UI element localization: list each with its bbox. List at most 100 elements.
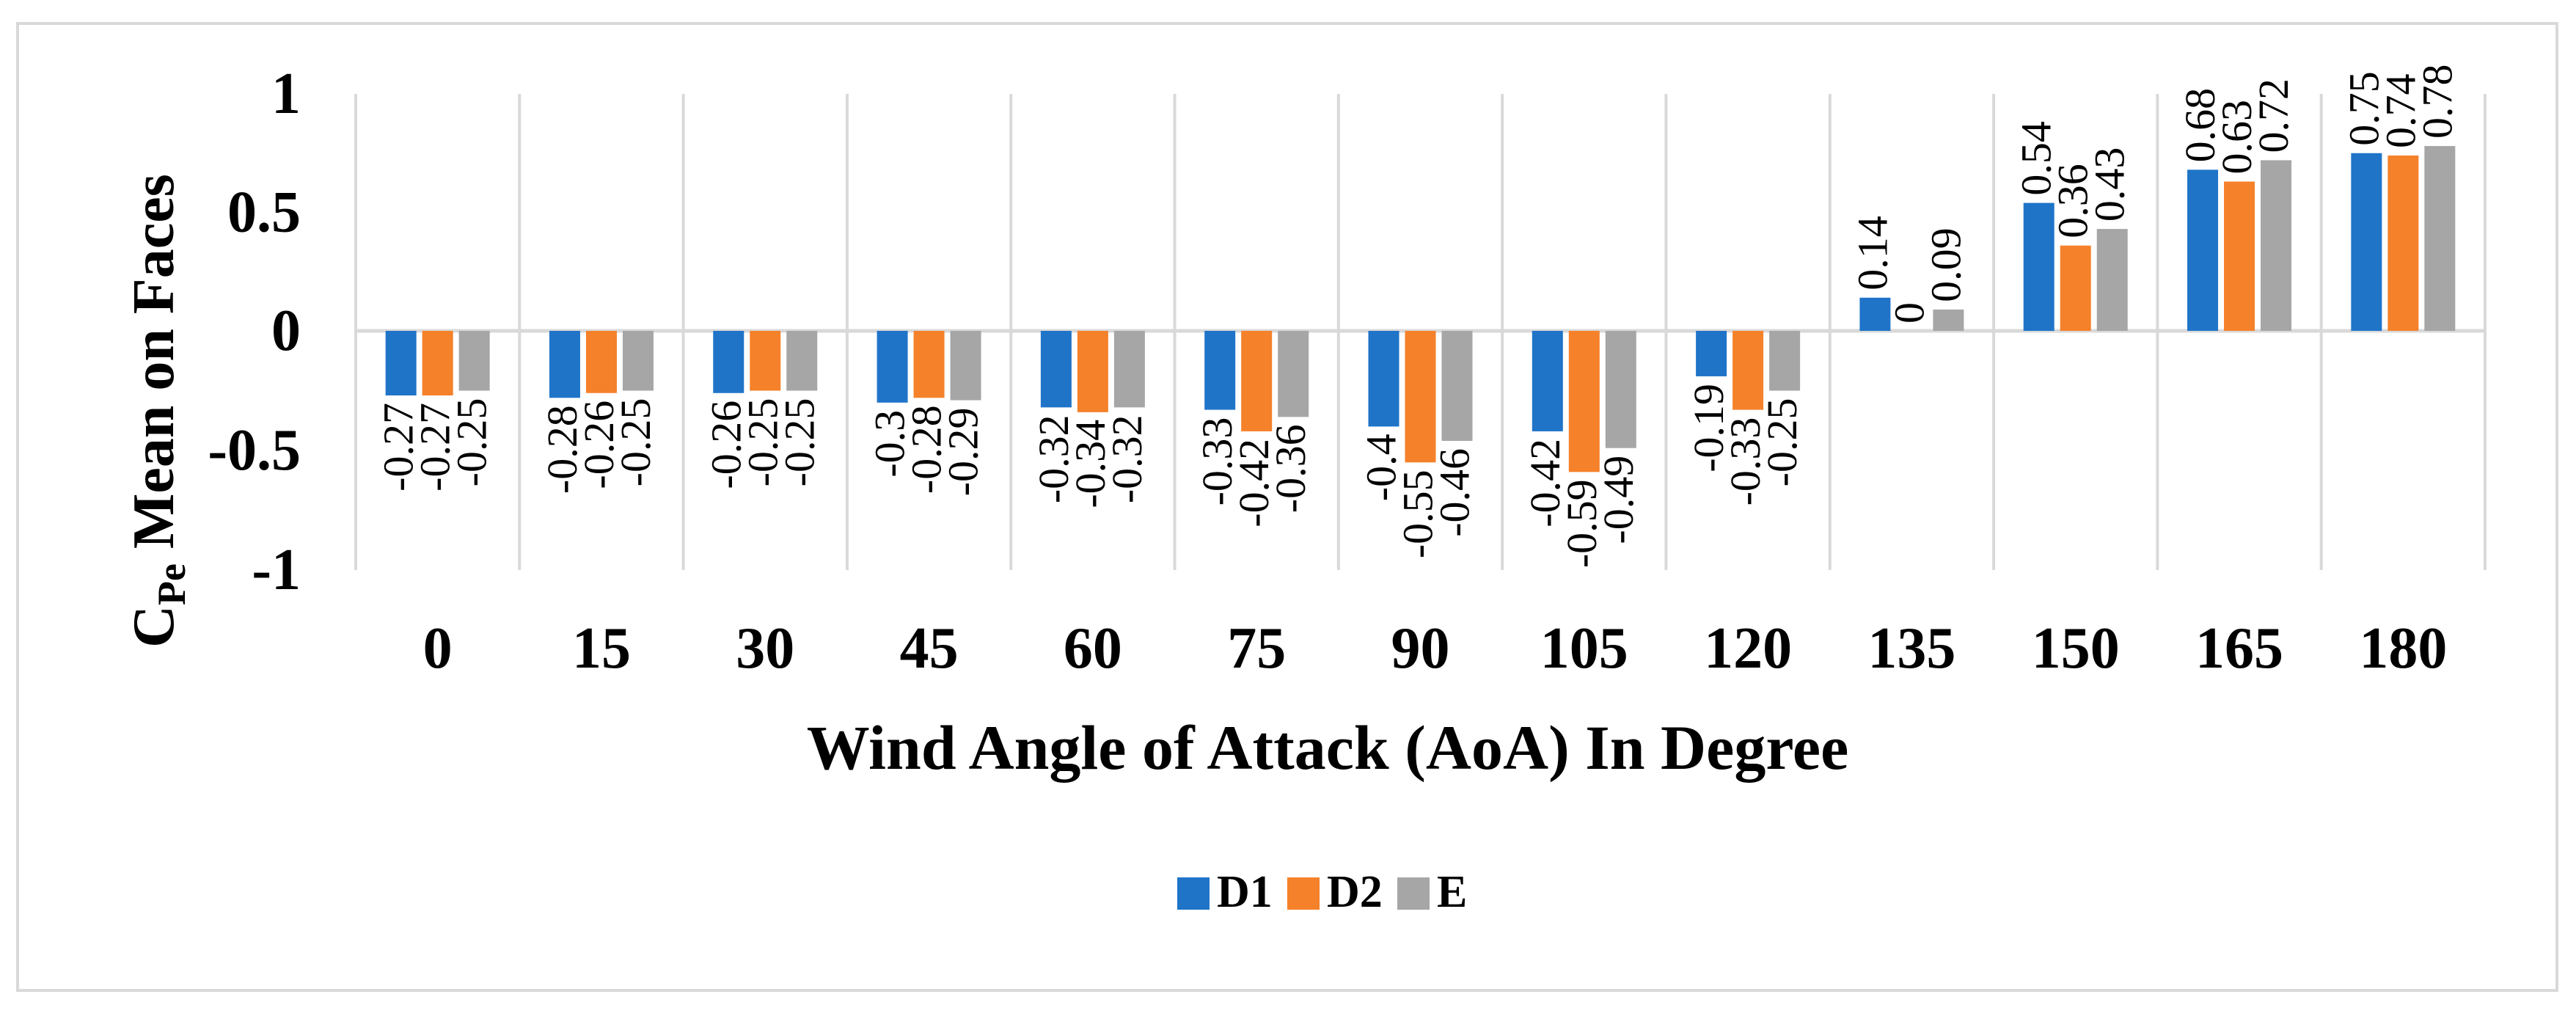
bars	[385, 146, 2456, 472]
data-label-d1-75: -0.33	[1193, 417, 1241, 506]
x-tick-label: 75	[1227, 616, 1286, 681]
data-label-d1-150: 0.54	[2013, 121, 2060, 196]
x-axis-title: Wind Angle of Attack (AoA) In Degree	[807, 712, 1849, 783]
data-label-d2-15: -0.26	[575, 401, 623, 489]
bar-e-60	[1113, 331, 1145, 408]
data-label-d2-120: -0.33	[1721, 417, 1769, 506]
x-axis-ticks: 0 15 30 45 60 75 90 105 120 135 150 165 180	[423, 616, 2448, 681]
chart-frame	[16, 22, 2558, 992]
bar-e-45	[950, 331, 981, 401]
bar-d2-45	[913, 331, 945, 398]
x-tick-label: 90	[1391, 616, 1450, 681]
bar-d1-135	[1859, 297, 1891, 331]
bar-d1-105	[1532, 331, 1563, 431]
bar-d1-45	[877, 331, 908, 403]
data-label-e-45: -0.29	[940, 408, 987, 497]
data-label-d2-45: -0.28	[903, 405, 951, 494]
bar-d1-60	[1040, 331, 1072, 408]
legend-label-e: E	[1437, 867, 1467, 917]
bar-d1-0	[385, 331, 417, 396]
data-label-d1-0: -0.27	[375, 403, 422, 492]
bar-d2-180	[2387, 155, 2419, 331]
data-labels: -0.27-0.27-0.25 -0.28-0.26-0.25 -0.26-0.25…	[375, 65, 2462, 569]
data-label-e-75: -0.36	[1267, 424, 1314, 513]
y-axis-ticks: 1 0.5 0 -0.5 -1	[208, 62, 301, 602]
x-tick-label: 120	[1704, 616, 1792, 681]
legend-swatch-d2	[1287, 877, 1320, 910]
y-axis-title-main: C	[122, 605, 186, 648]
bar-e-180	[2424, 146, 2456, 331]
data-label-d1-180: 0.75	[2340, 71, 2387, 146]
data-label-d1-30: -0.26	[702, 401, 750, 489]
y-axis-title: CPe Mean on Faces	[122, 174, 194, 648]
bar-d1-150	[2023, 202, 2054, 331]
x-tick-label: 180	[2359, 616, 2447, 681]
data-label-e-30: -0.25	[775, 398, 823, 487]
y-tick-label: -0.5	[208, 418, 301, 483]
data-label-d2-30: -0.25	[739, 398, 786, 487]
bar-d2-30	[750, 331, 781, 391]
data-label-d1-90: -0.4	[1358, 434, 1405, 501]
bar-d2-105	[1568, 331, 1600, 472]
x-tick-label: 30	[736, 616, 794, 681]
bar-d1-30	[713, 331, 744, 393]
x-tick-label: 150	[2032, 616, 2120, 681]
legend-swatch-d1	[1177, 877, 1210, 910]
data-label-d2-150: 0.36	[2049, 164, 2097, 238]
data-label-d2-135: 0	[1885, 302, 1933, 324]
data-label-d1-120: -0.19	[1685, 384, 1732, 472]
data-label-d2-60: -0.34	[1066, 420, 1114, 508]
bar-d2-90	[1405, 331, 1436, 463]
bar-d1-120	[1696, 331, 1727, 376]
data-label-d1-15: -0.28	[538, 405, 586, 494]
bar-d1-180	[2351, 153, 2382, 331]
x-tick-label: 135	[1867, 616, 1955, 681]
data-label-e-0: -0.25	[448, 398, 496, 487]
bar-d1-75	[1204, 331, 1236, 410]
data-label-e-150: 0.43	[2086, 147, 2134, 222]
data-label-e-15: -0.25	[612, 398, 659, 487]
bar-e-135	[1933, 309, 1964, 331]
data-label-d1-60: -0.32	[1030, 414, 1077, 503]
gridlines	[354, 94, 2487, 570]
data-label-e-120: -0.25	[1758, 398, 1806, 487]
legend-label-d1: D1	[1217, 867, 1273, 917]
y-axis-title-rest: Mean on Faces	[122, 174, 186, 563]
bar-e-90	[1441, 331, 1473, 441]
data-label-d2-90: -0.55	[1394, 470, 1442, 558]
y-tick-label: -1	[252, 538, 301, 602]
bar-e-30	[786, 331, 818, 391]
y-tick-label: 0.5	[227, 180, 301, 245]
data-label-e-165: 0.72	[2250, 78, 2297, 153]
bar-e-15	[622, 331, 654, 391]
bar-d2-15	[585, 331, 617, 393]
y-tick-label: 0	[271, 299, 301, 363]
data-label-e-105: -0.49	[1595, 456, 1642, 544]
x-tick-label: 60	[1064, 616, 1122, 681]
x-tick-label: 105	[1540, 616, 1628, 681]
x-tick-label: 165	[2195, 616, 2283, 681]
data-label-d1-45: -0.3	[866, 410, 914, 478]
x-tick-label: 0	[423, 616, 453, 681]
bar-d1-15	[549, 331, 580, 398]
bar-d2-150	[2060, 245, 2091, 331]
data-label-d2-105: -0.59	[1558, 479, 1606, 568]
y-tick-label: 1	[271, 62, 301, 126]
x-tick-label: 15	[572, 616, 631, 681]
bar-d2-60	[1077, 331, 1108, 412]
data-label-d2-165: 0.63	[2213, 100, 2261, 175]
data-label-e-180: 0.78	[2413, 65, 2461, 139]
x-tick-label: 45	[900, 616, 959, 681]
bar-d2-120	[1732, 331, 1764, 410]
bar-e-105	[1605, 331, 1636, 448]
bar-d1-165	[2187, 169, 2219, 331]
bar-e-75	[1278, 331, 1309, 417]
data-label-e-60: -0.32	[1103, 414, 1151, 503]
data-label-d1-135: 0.14	[1848, 216, 1896, 291]
data-label-d1-165: 0.68	[2176, 88, 2224, 163]
data-label-d2-0: -0.27	[411, 403, 459, 492]
bar-e-165	[2261, 160, 2292, 331]
data-label-d2-75: -0.42	[1230, 439, 1278, 527]
data-label-d1-105: -0.42	[1521, 439, 1569, 527]
